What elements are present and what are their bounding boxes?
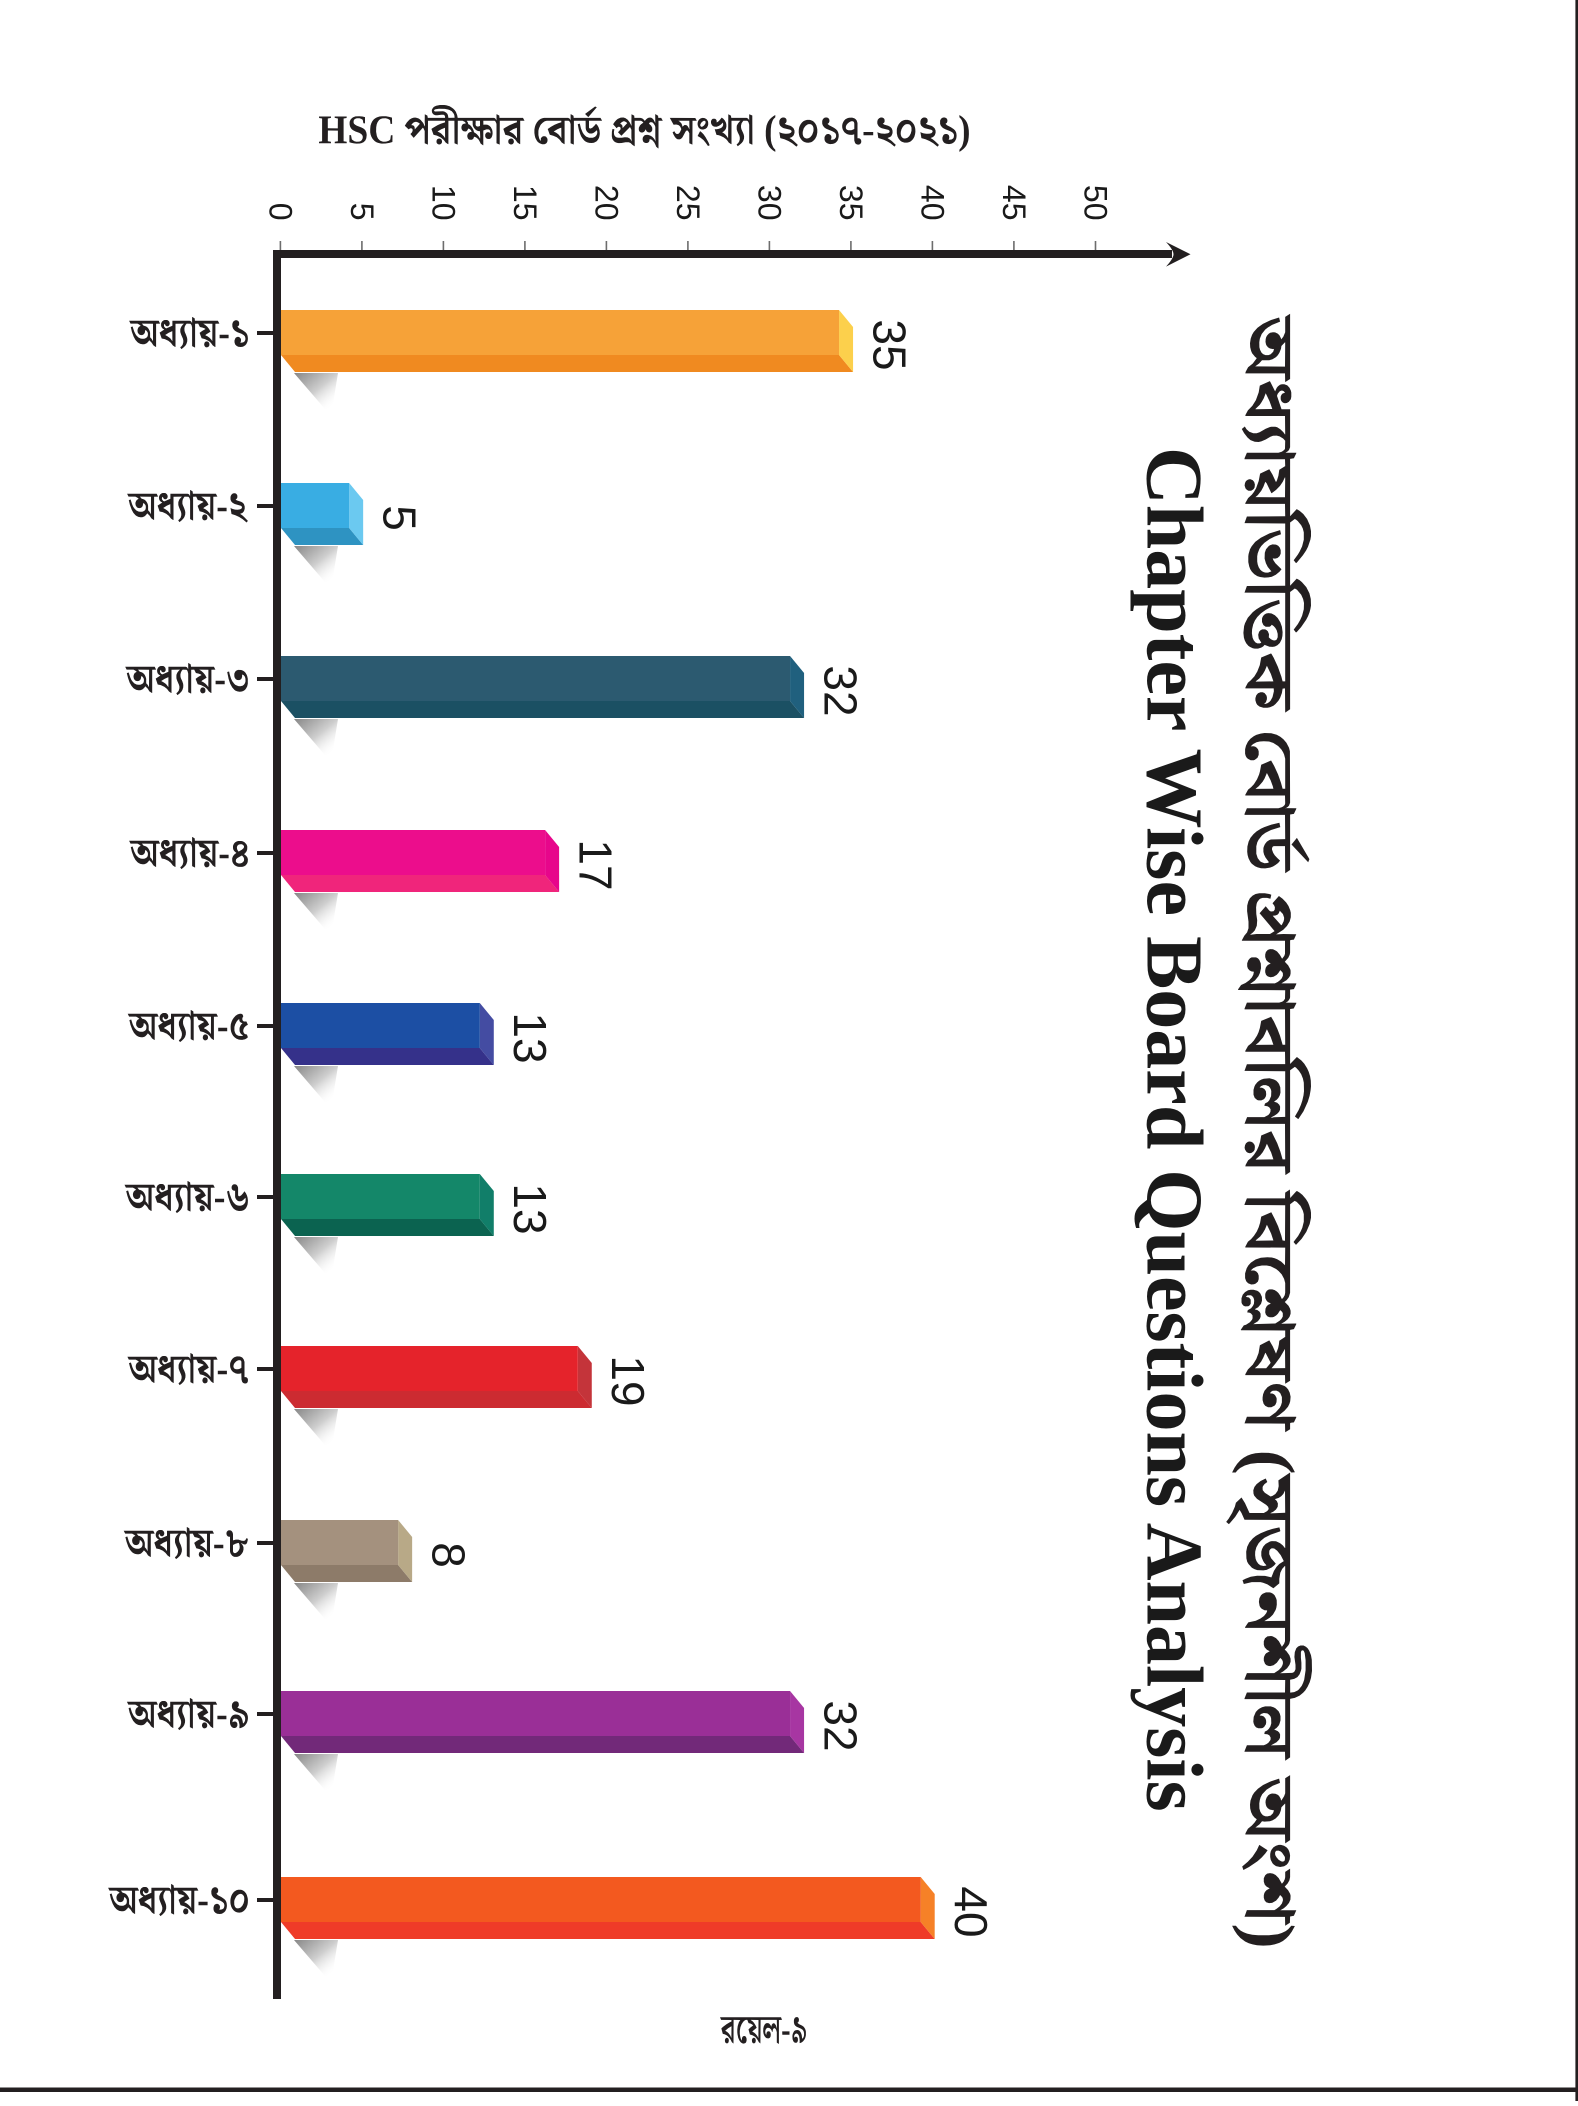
svg-text:40: 40 — [945, 1886, 997, 1937]
svg-text:5: 5 — [373, 505, 425, 531]
svg-text:13: 13 — [504, 1183, 556, 1234]
svg-text:32: 32 — [814, 665, 866, 716]
svg-text:25: 25 — [670, 185, 706, 221]
svg-text:45: 45 — [996, 185, 1032, 221]
svg-text:35: 35 — [863, 319, 915, 370]
svg-text:0: 0 — [263, 203, 299, 221]
svg-text:13: 13 — [504, 1012, 556, 1063]
svg-text:32: 32 — [814, 1700, 866, 1751]
svg-text:19: 19 — [602, 1355, 654, 1406]
svg-text:50: 50 — [1078, 185, 1114, 221]
svg-text:Chapter Wise Board Questions A: Chapter Wise Board Questions Analysis — [1130, 447, 1218, 1812]
svg-text:30: 30 — [752, 185, 788, 221]
svg-text:8: 8 — [422, 1542, 474, 1568]
svg-text:40: 40 — [915, 185, 951, 221]
svg-text:20: 20 — [589, 185, 625, 221]
svg-text:5: 5 — [344, 203, 380, 221]
svg-text:17: 17 — [569, 839, 621, 890]
svg-text:10: 10 — [426, 185, 462, 221]
svg-text:35: 35 — [833, 185, 869, 221]
svg-text:15: 15 — [507, 185, 543, 221]
